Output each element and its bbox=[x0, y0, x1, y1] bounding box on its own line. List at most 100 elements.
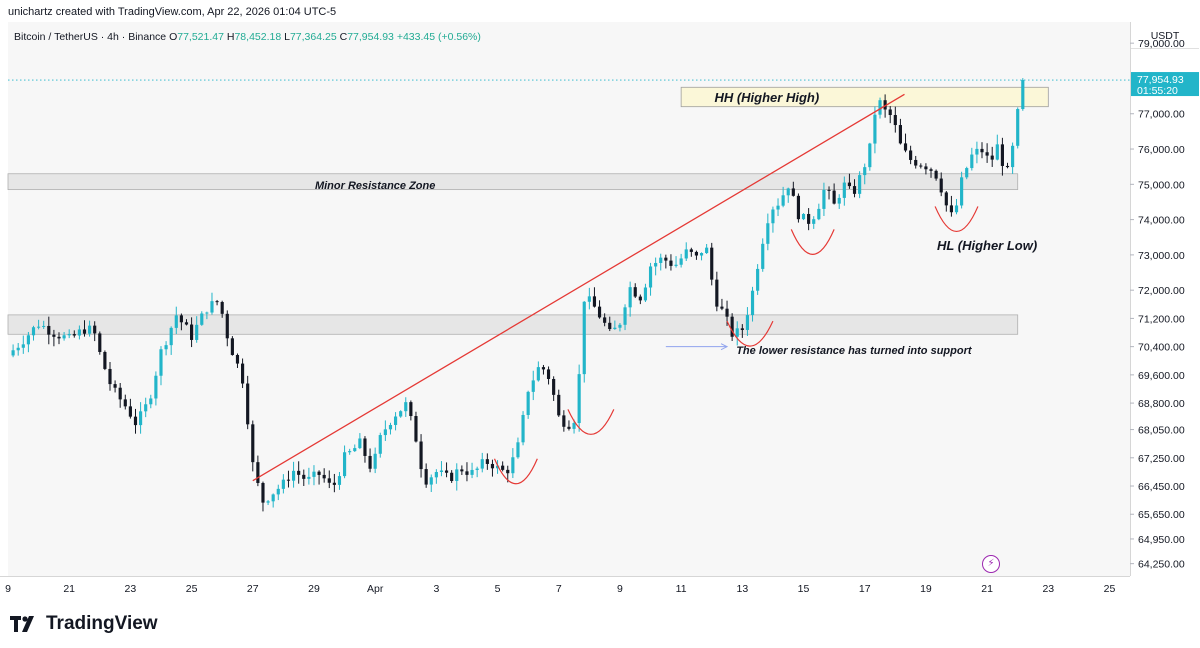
time-scale[interactable] bbox=[0, 576, 1130, 599]
price-tick-label: 69,600.00 bbox=[1138, 370, 1185, 382]
close-label: C bbox=[339, 31, 348, 43]
time-tick-label: 13 bbox=[736, 583, 748, 595]
candle-body bbox=[240, 363, 245, 384]
candle-body bbox=[807, 213, 811, 224]
candle-body bbox=[353, 448, 357, 452]
candle-body bbox=[914, 159, 918, 166]
candle-body bbox=[929, 169, 933, 171]
candle-body bbox=[766, 223, 770, 244]
candle-body bbox=[31, 327, 36, 336]
trendline bbox=[252, 93, 905, 482]
price-tick-label: 64,250.00 bbox=[1138, 559, 1185, 571]
candle-body bbox=[817, 208, 821, 220]
candle-body bbox=[919, 165, 923, 167]
time-tick-label: 27 bbox=[247, 583, 259, 595]
candle-body bbox=[643, 287, 648, 301]
candle-body bbox=[939, 178, 943, 193]
currency-label[interactable]: USDT bbox=[1131, 24, 1199, 49]
candle-body bbox=[495, 465, 500, 469]
candle-body bbox=[434, 471, 438, 478]
candle-body bbox=[215, 301, 219, 303]
candle-body bbox=[883, 100, 887, 110]
swing-curve bbox=[567, 409, 615, 435]
swing-curve bbox=[790, 229, 835, 255]
candle-body bbox=[567, 426, 571, 429]
last-price-label: 77,954.93 bbox=[1137, 74, 1184, 86]
candle-body bbox=[705, 247, 709, 254]
candle-body bbox=[791, 188, 795, 196]
candle-body bbox=[613, 327, 617, 330]
candle-body bbox=[730, 316, 734, 337]
candle-body bbox=[965, 168, 969, 178]
time-tick-label: 23 bbox=[1042, 583, 1054, 595]
candle-body bbox=[852, 186, 857, 194]
tradingview-logo: TradingView bbox=[10, 612, 158, 636]
candle-body bbox=[745, 315, 750, 330]
candle-body bbox=[317, 471, 321, 475]
candle-body bbox=[725, 308, 729, 317]
chart-plot-area[interactable] bbox=[8, 22, 1130, 576]
open-value: 77,521.47 bbox=[177, 31, 224, 43]
candle-body bbox=[332, 482, 336, 485]
candle-body bbox=[837, 197, 841, 204]
candle-body bbox=[597, 306, 602, 318]
symbol-label[interactable]: Bitcoin / TetherUS · 4h · Binance bbox=[14, 31, 167, 43]
candle-body bbox=[480, 459, 484, 469]
price-scale[interactable] bbox=[1130, 22, 1200, 576]
credit-line: unichartz created with TradingView.com, … bbox=[8, 6, 337, 18]
candle-body bbox=[485, 459, 489, 464]
time-tick-label: 9 bbox=[617, 583, 623, 595]
candle-body bbox=[628, 287, 632, 308]
candle-body bbox=[16, 347, 20, 351]
candle-body bbox=[424, 469, 428, 485]
candle-body bbox=[776, 205, 780, 210]
candle-body bbox=[414, 416, 418, 442]
candle-body bbox=[771, 209, 775, 224]
price-tick-label: 76,000.00 bbox=[1138, 144, 1185, 156]
candle-body bbox=[812, 219, 816, 224]
low-label: L bbox=[284, 31, 290, 43]
candle-body bbox=[980, 148, 984, 153]
candle-body bbox=[82, 329, 87, 334]
candle-body bbox=[603, 317, 607, 323]
candle-body bbox=[62, 335, 66, 339]
candle-body bbox=[42, 325, 46, 327]
candle-body bbox=[960, 177, 964, 206]
candle-body bbox=[654, 262, 658, 267]
candle-body bbox=[710, 247, 714, 280]
candle-body bbox=[144, 404, 148, 412]
price-tick-label: 64,950.00 bbox=[1138, 534, 1185, 546]
candle-body bbox=[761, 243, 765, 269]
swing-curve bbox=[726, 320, 774, 347]
candle-body bbox=[592, 296, 597, 307]
candle-body bbox=[781, 195, 785, 206]
candle-body bbox=[200, 313, 204, 325]
candle-body bbox=[664, 257, 668, 261]
candle-body bbox=[858, 175, 862, 194]
candle-body bbox=[888, 109, 892, 116]
candle-body bbox=[562, 415, 566, 427]
candle-body bbox=[801, 213, 806, 220]
candle-body bbox=[399, 411, 403, 417]
candle-body bbox=[261, 482, 265, 503]
last-price-tag bbox=[1131, 72, 1199, 97]
candle-body bbox=[184, 322, 189, 325]
lightning-icon[interactable]: ⚡ bbox=[982, 555, 1000, 573]
candle-body bbox=[312, 471, 316, 477]
candle-body bbox=[536, 367, 540, 381]
candle-body bbox=[52, 334, 56, 337]
candle-body bbox=[511, 457, 515, 474]
candle-body bbox=[37, 326, 41, 328]
candle-body bbox=[546, 369, 551, 379]
support-label: The lower resistance has turned into sup… bbox=[736, 345, 973, 357]
candle-body bbox=[322, 474, 326, 479]
candle-body bbox=[210, 301, 214, 313]
candle-body bbox=[934, 170, 938, 179]
candle-body bbox=[623, 307, 627, 325]
candle-body bbox=[689, 249, 693, 252]
candlestick-chart: HH (Higher High) HL (Higher Low) Minor Res… bbox=[5, 38, 1199, 595]
candle-body bbox=[949, 205, 953, 213]
hh-box bbox=[680, 86, 1049, 108]
candle-body bbox=[756, 268, 760, 291]
candle-body bbox=[863, 167, 867, 176]
